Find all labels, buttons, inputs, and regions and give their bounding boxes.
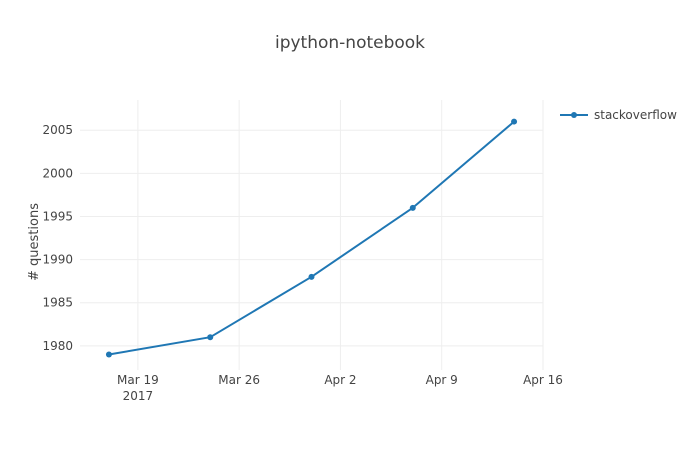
y-tick-label: 2000 <box>42 166 73 180</box>
chart-title: ipython-notebook <box>274 33 426 53</box>
x-tick-label: Apr 2 <box>324 373 356 387</box>
x-tick-label: Apr 9 <box>426 373 458 387</box>
x-tick-label: Mar 19 <box>117 373 159 387</box>
plot-area <box>105 118 518 358</box>
y-tick-label: 1985 <box>42 296 73 310</box>
x-tick-label: Mar 26 <box>218 373 260 387</box>
series-line <box>108 120 515 356</box>
grid <box>80 100 544 370</box>
y-tick-label: 1990 <box>42 253 73 267</box>
y-tick-label: 2005 <box>42 123 73 137</box>
data-point <box>308 273 315 280</box>
legend: stackoverflow <box>560 108 677 122</box>
y-axis-label: # questions <box>27 203 42 281</box>
legend-marker <box>571 112 577 118</box>
y-tick-label: 1980 <box>42 339 73 353</box>
y-tick-label: 1995 <box>42 209 73 223</box>
data-point <box>511 118 518 125</box>
x-tick-sublabel: 2017 <box>123 389 154 403</box>
data-point <box>105 351 112 358</box>
data-point <box>207 334 214 341</box>
legend-label: stackoverflow <box>594 108 677 122</box>
x-axis: Mar 19 2017 Mar 26 Apr 2 Apr 9 Apr 16 <box>117 373 563 403</box>
x-tick-label: Apr 16 <box>523 373 563 387</box>
y-axis: 1980 1985 1990 1995 2000 2005 <box>42 123 73 353</box>
data-point <box>409 204 416 211</box>
